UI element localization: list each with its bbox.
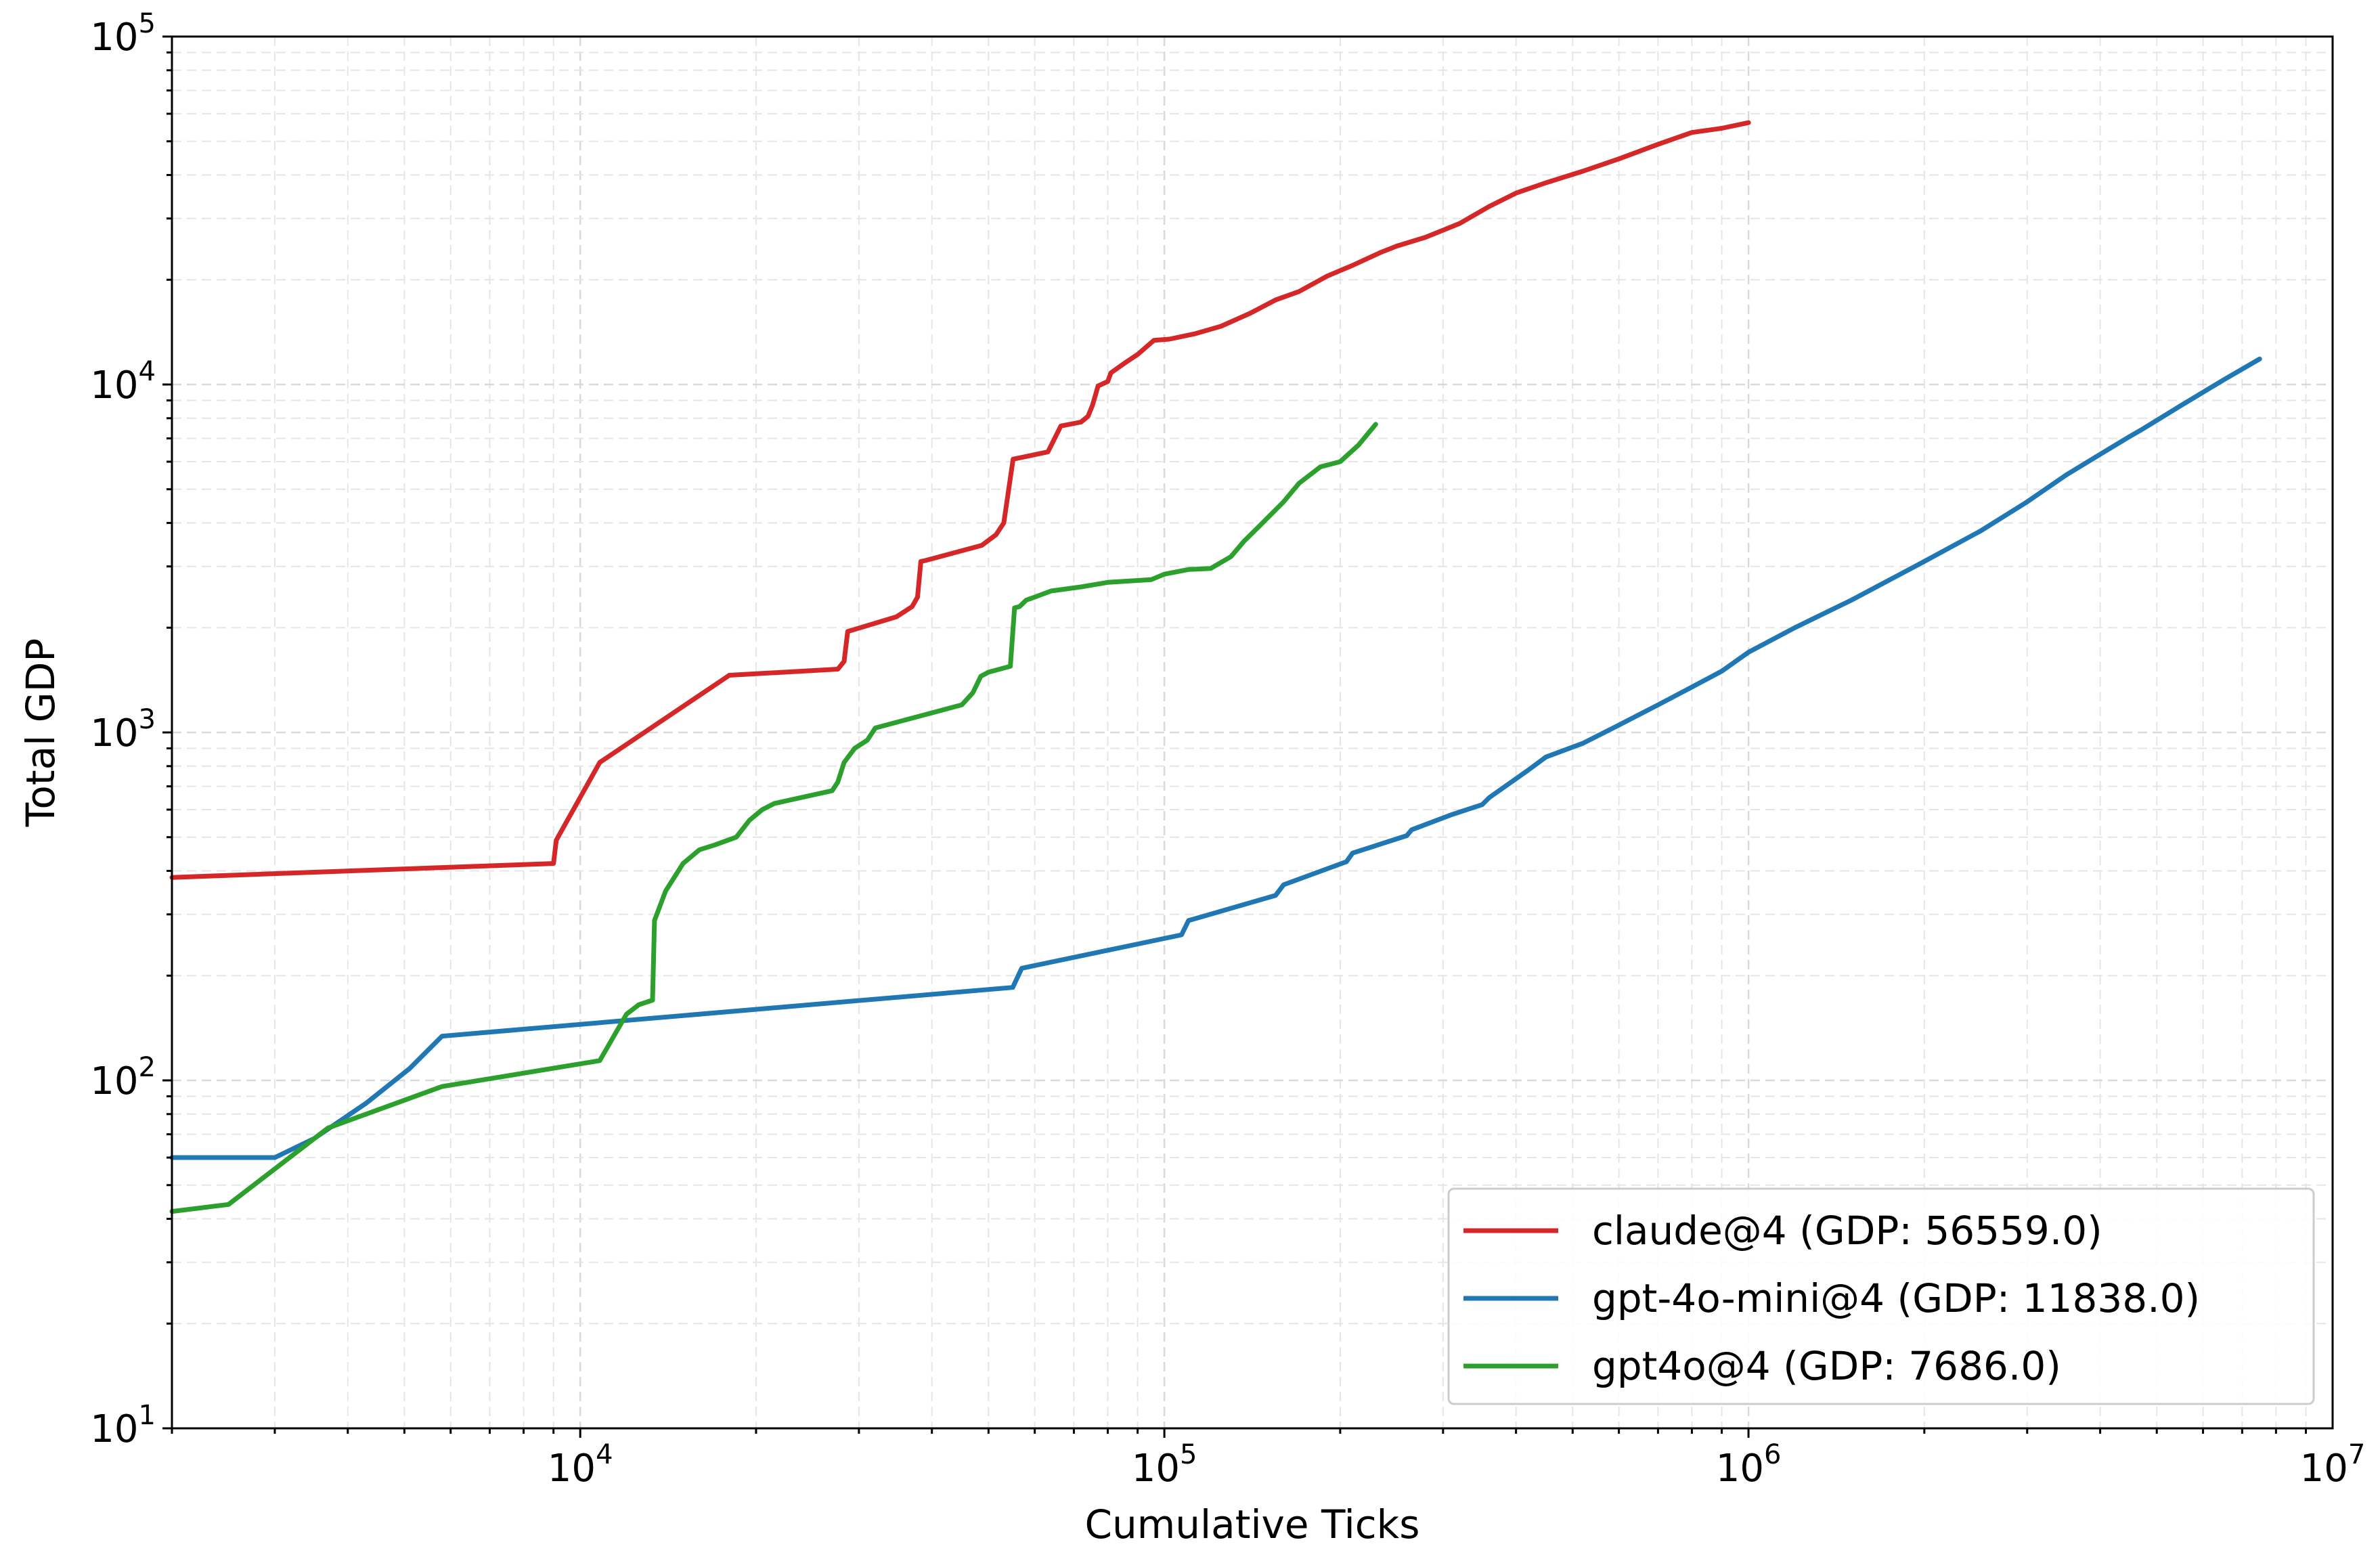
legend-box — [1447, 1187, 2315, 1405]
legend-items: claude@4 (GDP: 56559.0) gpt-4o-mini@4 (GD… — [1463, 1208, 2200, 1389]
x-axis-label: Cumulative Ticks — [1085, 1501, 1420, 1547]
series-line-0 — [169, 120, 1751, 880]
x-tick-label: 107 — [2300, 1439, 2366, 1491]
series-line-2 — [169, 422, 1378, 1214]
y-tick-label: 101 — [90, 1400, 156, 1451]
legend-label-1: gpt-4o-mini@4 (GDP: 11838.0) — [1592, 1275, 2200, 1321]
x-tick-label: 106 — [1716, 1439, 1782, 1491]
y-tick-label: 102 — [90, 1052, 156, 1103]
x-tick-label: 105 — [1132, 1439, 1197, 1491]
legend-label-0: claude@4 (GDP: 56559.0) — [1592, 1208, 2102, 1254]
y-axis-label: Total GDP — [18, 638, 64, 827]
x-tick-label: 104 — [548, 1439, 613, 1491]
y-tick-label: 105 — [90, 8, 156, 60]
series-layer — [169, 120, 2262, 1214]
tick-layer: 104 105 106 107 101 102 103 104 105 — [90, 8, 2365, 1491]
y-tick-label: 104 — [90, 356, 156, 408]
series-line-1 — [169, 356, 2262, 1160]
y-tick-label: 103 — [90, 704, 156, 755]
legend: claude@4 (GDP: 56559.0) gpt-4o-mini@4 (GD… — [1447, 1187, 2315, 1405]
legend-label-2: gpt4o@4 (GDP: 7686.0) — [1592, 1343, 2061, 1389]
